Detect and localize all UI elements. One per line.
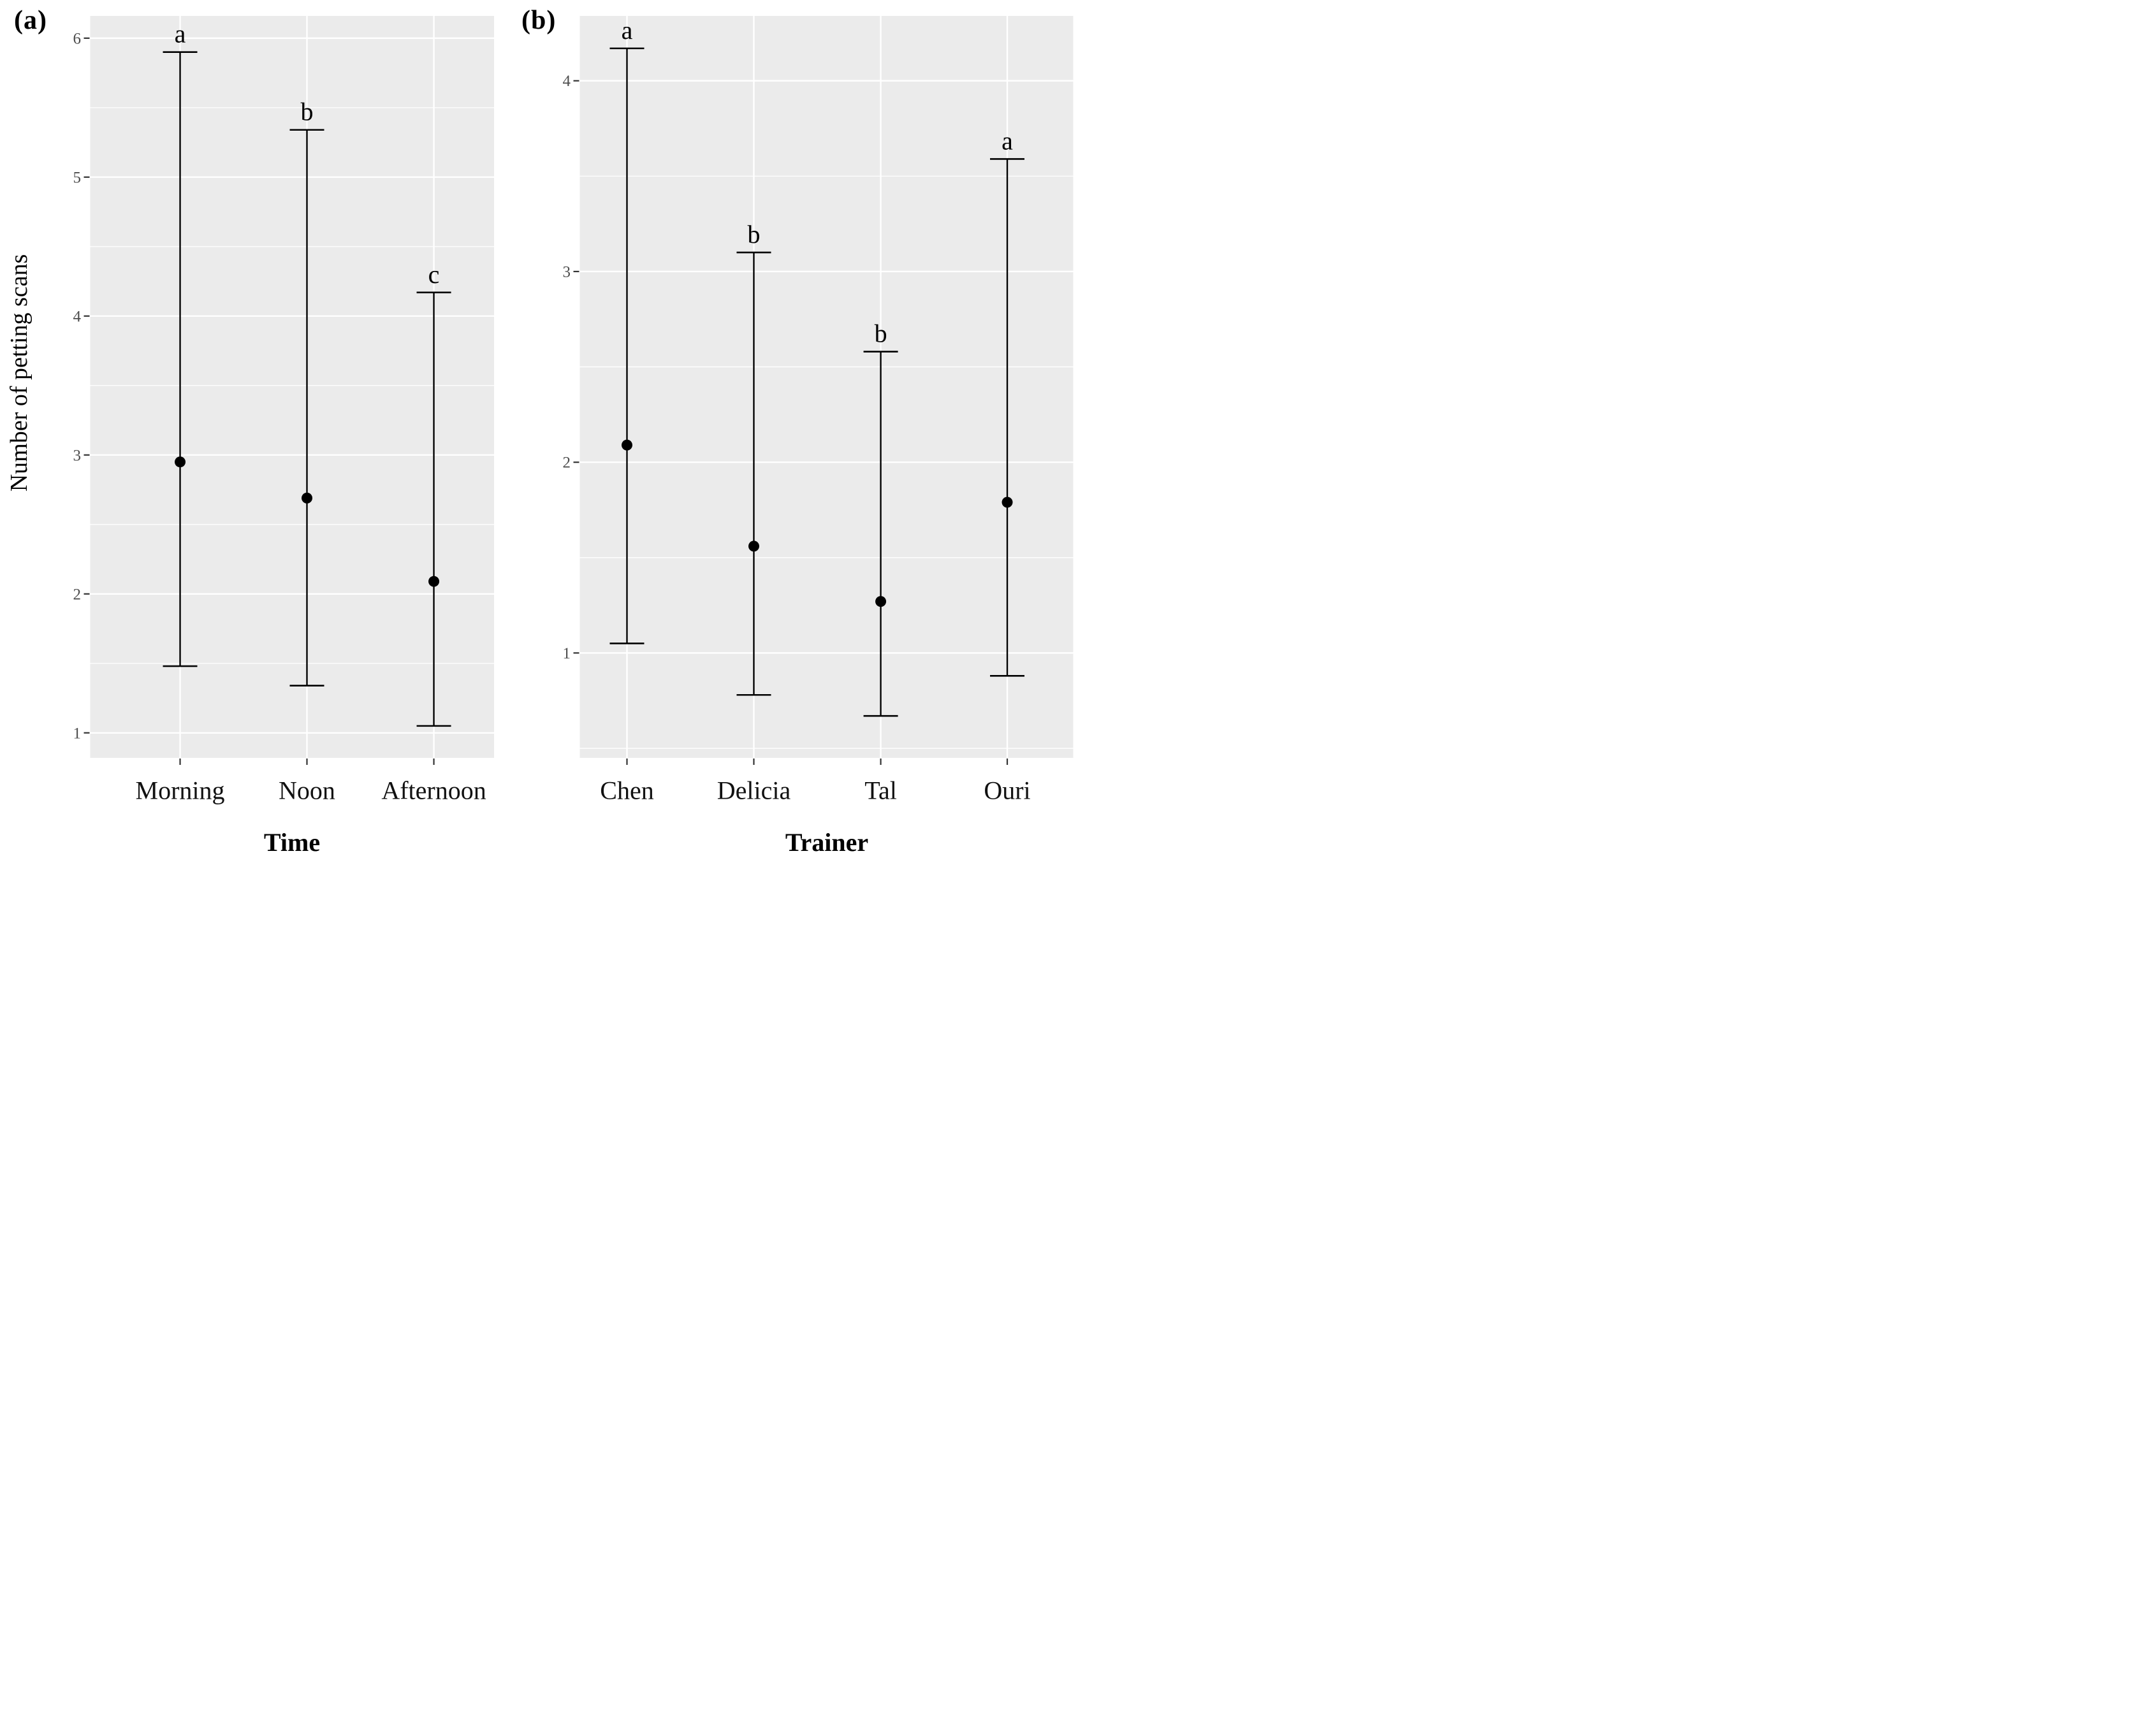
x-axis-title-time: Time [263, 828, 321, 857]
error-bar-ouri: a [990, 126, 1025, 677]
panel-b-tag: (b) [521, 6, 557, 35]
category-label-tal: Tal [864, 776, 897, 805]
mean-point [301, 492, 312, 504]
y-tick-label: 6 [73, 30, 82, 47]
y-axis-title: Number of petting scans [6, 254, 33, 492]
sig-letter: c [428, 260, 440, 289]
error-bar-afternoon: c [416, 260, 451, 727]
y-tick-label: 3 [563, 263, 571, 280]
y-tick-label: 5 [73, 169, 82, 186]
y-tick-label: 4 [563, 73, 571, 90]
error-bar-delicia: b [736, 220, 771, 696]
y-tick-label: 1 [563, 645, 571, 662]
mean-point [428, 576, 440, 587]
mean-point [875, 596, 887, 607]
mean-point [175, 456, 186, 468]
sig-letter: b [875, 319, 887, 348]
y-tick-label: 3 [73, 447, 82, 464]
panel-a-background [90, 16, 494, 758]
category-label-delicia: Delicia [717, 776, 791, 805]
figure: 1 2 3 4 5 6 Morning Noon Afternoon a b c 1 2 3 4 Chen Del… [0, 0, 1078, 868]
sig-letter: a [1002, 126, 1013, 155]
x-axis-title-trainer: Trainer [785, 828, 869, 857]
panel-a-tag: (a) [14, 6, 47, 35]
error-bar-morning: a [163, 20, 198, 667]
sig-letter: b [300, 98, 313, 126]
error-bar-chen: a [609, 16, 645, 644]
y-tick-label: 4 [73, 308, 82, 325]
y-tick-label: 1 [73, 725, 82, 742]
sig-letter: b [747, 220, 760, 249]
y-tick-label: 2 [563, 454, 571, 472]
panel-a: 1 2 3 4 5 6 Morning Noon Afternoon a b c [73, 16, 494, 805]
y-tick-label: 2 [73, 586, 82, 603]
error-bar-tal: b [863, 319, 898, 717]
category-label-morning: Morning [136, 776, 225, 805]
sig-letter: a [175, 20, 186, 48]
error-bar-noon: b [289, 98, 324, 686]
category-label-ouri: Ouri [984, 776, 1030, 805]
category-label-chen: Chen [600, 776, 653, 805]
mean-point [621, 439, 632, 451]
mean-point [1002, 497, 1013, 508]
panel-b: 1 2 3 4 Chen Delicia Tal Ouri a b b a [563, 16, 1074, 805]
mean-point [748, 541, 759, 552]
category-label-afternoon: Afternoon [381, 776, 486, 805]
panel-b-background [579, 16, 1074, 758]
category-label-noon: Noon [279, 776, 335, 805]
sig-letter: a [622, 16, 633, 45]
chart-canvas: 1 2 3 4 5 6 Morning Noon Afternoon a b c 1 2 3 4 Chen Del… [73, 16, 1074, 805]
